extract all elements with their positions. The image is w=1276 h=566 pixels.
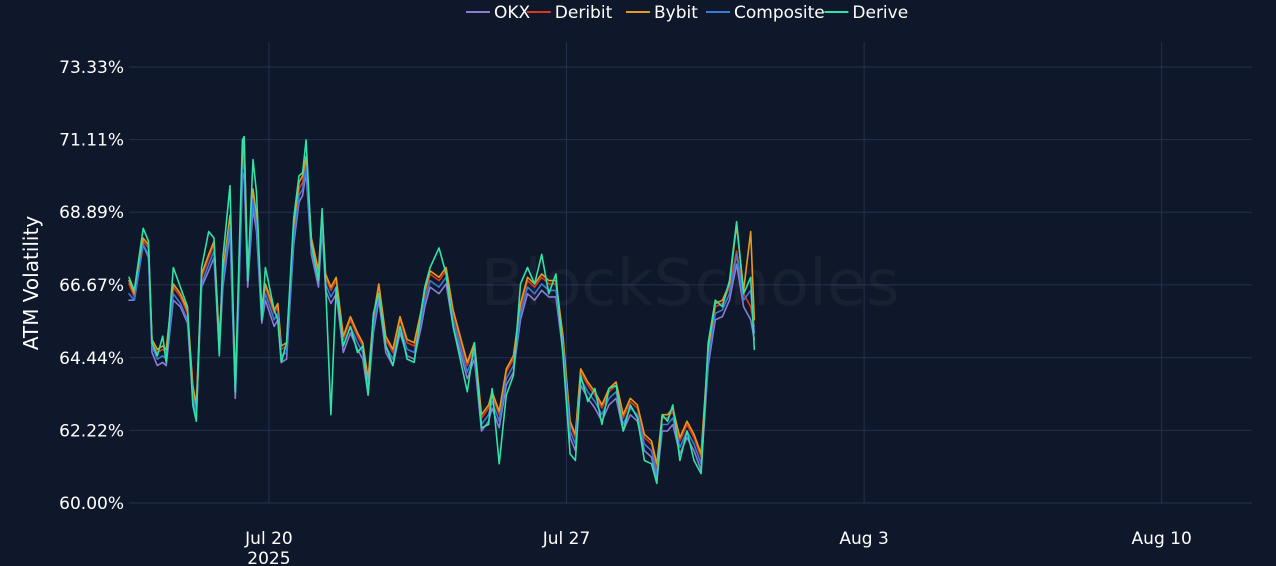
y-axis-title: ATM Volatility bbox=[19, 216, 43, 350]
legend-label: Deribit bbox=[555, 3, 613, 23]
y-tick-label: 66.67% bbox=[59, 276, 124, 296]
legend-item-deribit[interactable]: Deribit bbox=[526, 3, 613, 23]
series-lines bbox=[128, 135, 756, 485]
x-tick-label: Jul 27 bbox=[542, 529, 591, 549]
watermark: BlockScholes bbox=[480, 247, 899, 321]
y-tick-label: 64.44% bbox=[59, 349, 124, 369]
legend-label: Derive bbox=[852, 3, 908, 23]
y-tick-label: 60.00% bbox=[59, 494, 124, 514]
legend-label: Composite bbox=[734, 3, 825, 23]
x-tick-label: Aug 3 bbox=[839, 529, 888, 549]
legend-item-composite[interactable]: Composite bbox=[706, 3, 825, 23]
x-tick-label: Aug 10 bbox=[1132, 529, 1192, 549]
series-line-bybit bbox=[128, 135, 756, 465]
legend-label: Bybit bbox=[654, 3, 698, 23]
series-line-composite bbox=[128, 162, 756, 475]
legend-item-derive[interactable]: Derive bbox=[824, 3, 908, 23]
y-tick-label: 73.33% bbox=[59, 58, 124, 78]
series-line-derive bbox=[128, 135, 756, 485]
legend[interactable]: OKX Deribit Bybit Composite Derive bbox=[466, 3, 908, 23]
y-axis-ticks: 60.00% 62.22% 64.44% 66.67% 68.89% 71.11% 73.3… bbox=[59, 58, 124, 514]
x-tick-label: Jul 20 bbox=[244, 529, 293, 549]
legend-label: OKX bbox=[494, 3, 531, 23]
y-tick-label: 62.22% bbox=[59, 421, 124, 441]
x-tick-sublabel: 2025 bbox=[247, 549, 290, 566]
legend-item-bybit[interactable]: Bybit bbox=[626, 3, 698, 23]
legend-item-okx[interactable]: OKX bbox=[466, 3, 531, 23]
y-tick-label: 71.11% bbox=[59, 131, 124, 151]
y-tick-label: 68.89% bbox=[59, 203, 124, 223]
